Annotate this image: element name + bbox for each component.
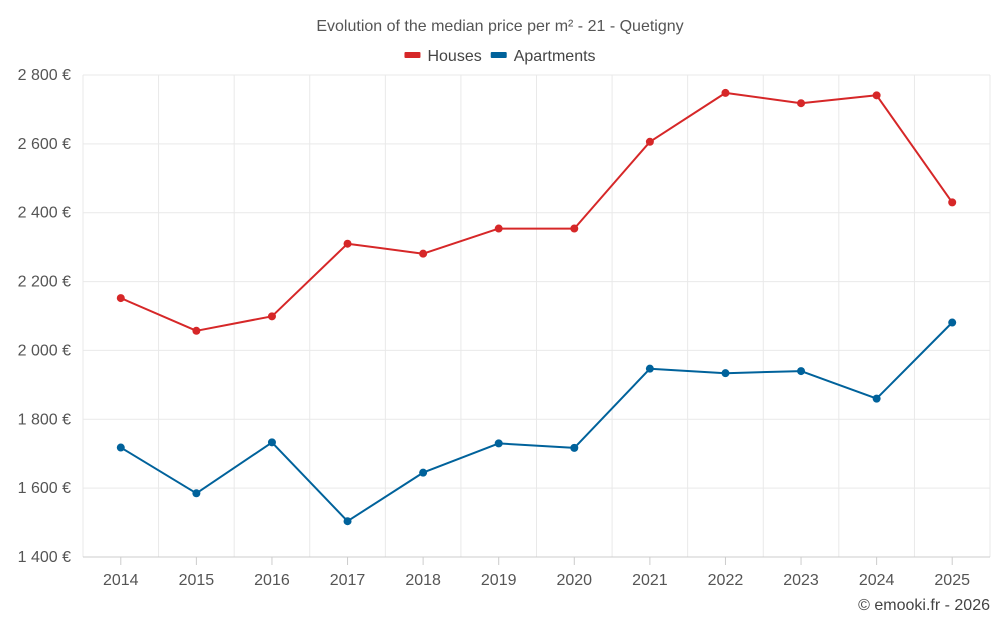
legend-label-apartments[interactable]: Apartments	[514, 48, 596, 65]
data-point-houses[interactable]	[343, 239, 352, 248]
legend-swatch-houses	[404, 52, 421, 58]
x-tick-label: 2021	[632, 572, 668, 589]
data-point-apartments[interactable]	[948, 318, 957, 327]
data-point-houses[interactable]	[872, 91, 881, 100]
chart-title: Evolution of the median price per m² - 2…	[316, 18, 683, 35]
legend-swatch-apartments	[490, 52, 507, 58]
series-line-apartments	[120, 321, 953, 523]
data-point-houses[interactable]	[494, 224, 503, 233]
data-point-apartments[interactable]	[494, 439, 503, 448]
x-tick-label: 2015	[179, 572, 215, 589]
credit-text: © emooki.fr - 2026	[858, 597, 990, 614]
x-tick-label: 2020	[556, 572, 592, 589]
y-tick-label: 1 600 €	[18, 480, 71, 497]
x-tick-label: 2018	[405, 572, 441, 589]
data-point-apartments[interactable]	[797, 367, 806, 376]
data-point-houses[interactable]	[192, 326, 201, 335]
data-point-apartments[interactable]	[343, 517, 352, 526]
x-tick-label: 2014	[103, 572, 139, 589]
x-tick-label: 2022	[708, 572, 744, 589]
y-tick-label: 2 200 €	[18, 274, 71, 291]
data-point-houses[interactable]	[948, 198, 957, 207]
y-tick-label: 2 800 €	[18, 67, 71, 84]
y-tick-label: 2 400 €	[18, 205, 71, 222]
series-line-houses	[120, 91, 954, 332]
y-tick-label: 1 400 €	[18, 549, 71, 566]
y-tick-label: 2 600 €	[18, 136, 71, 153]
data-point-apartments[interactable]	[570, 443, 579, 452]
grid	[82, 74, 991, 557]
x-tick-label: 2016	[254, 572, 290, 589]
x-tick-label: 2019	[481, 572, 517, 589]
y-tick-label: 1 800 €	[18, 411, 71, 428]
data-point-houses[interactable]	[721, 88, 730, 97]
data-point-houses[interactable]	[419, 249, 428, 258]
x-tick-label: 2025	[934, 572, 970, 589]
legend-label-houses[interactable]: Houses	[427, 48, 481, 65]
data-point-houses[interactable]	[645, 137, 654, 146]
y-tick-label: 2 000 €	[18, 342, 71, 359]
data-point-apartments[interactable]	[192, 489, 201, 498]
data-point-apartments[interactable]	[267, 438, 276, 447]
data-point-apartments[interactable]	[419, 468, 428, 477]
data-point-apartments[interactable]	[116, 443, 125, 452]
series-layer	[116, 88, 957, 526]
data-point-houses[interactable]	[797, 99, 806, 108]
data-point-houses[interactable]	[116, 294, 125, 303]
legend: Houses Apartments	[404, 48, 596, 65]
data-point-apartments[interactable]	[645, 364, 654, 373]
data-point-apartments[interactable]	[872, 394, 881, 403]
data-point-apartments[interactable]	[721, 369, 730, 378]
x-tick-label: 2017	[330, 572, 366, 589]
x-tick-label: 2024	[859, 572, 895, 589]
x-tick-label: 2023	[783, 572, 819, 589]
axes: 1 400 € 1 600 € 1 800 € 2 000 € 2 200 € 2 400…	[18, 67, 990, 589]
data-point-houses[interactable]	[570, 224, 579, 233]
data-point-houses[interactable]	[267, 312, 276, 321]
